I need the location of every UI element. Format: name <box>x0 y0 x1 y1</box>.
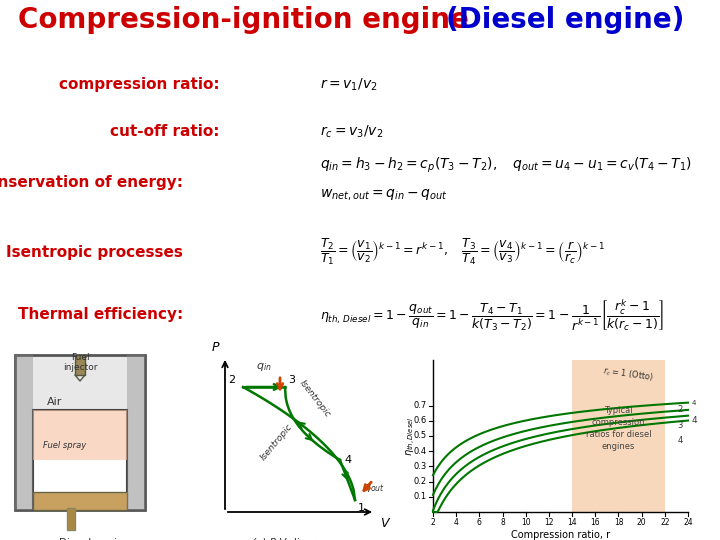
Text: (a) P V diagram: (a) P V diagram <box>251 538 333 540</box>
Text: Fuel
injector: Fuel injector <box>63 353 97 372</box>
Text: (Diesel engine): (Diesel engine) <box>446 6 685 34</box>
Text: 12: 12 <box>544 518 554 527</box>
Text: Isentropic: Isentropic <box>259 422 294 462</box>
Text: 0.2: 0.2 <box>414 477 427 486</box>
Text: 0.7: 0.7 <box>414 401 427 410</box>
Text: 0.5: 0.5 <box>414 431 427 441</box>
Text: cut-off ratio:: cut-off ratio: <box>110 125 220 139</box>
Text: $q_{out}$: $q_{out}$ <box>363 482 385 494</box>
Text: Compression-ignition engine: Compression-ignition engine <box>18 6 479 34</box>
Bar <box>33 410 127 460</box>
Text: 4: 4 <box>344 455 351 465</box>
Text: V: V <box>380 517 389 530</box>
Text: $q_{in}=h_3-h_2=c_p(T_3-T_2),\quad q_{out}=u_4-u_1=c_v(T_4-T_1)$: $q_{in}=h_3-h_2=c_p(T_3-T_2),\quad q_{ou… <box>320 156 692 174</box>
Text: 22: 22 <box>660 518 670 527</box>
Text: Typical
compression
ratios for diesel
engines: Typical compression ratios for diesel en… <box>585 406 652 450</box>
Text: $w_{net,out}=q_{in}-q_{out}$: $w_{net,out}=q_{in}-q_{out}$ <box>320 187 448 202</box>
Text: 2: 2 <box>228 375 235 385</box>
Text: 8: 8 <box>500 518 505 527</box>
Bar <box>15 355 33 510</box>
Text: $r=v_1/v_2$: $r=v_1/v_2$ <box>320 77 377 93</box>
Text: 0.1: 0.1 <box>414 492 427 501</box>
Bar <box>572 360 665 512</box>
Text: 2: 2 <box>431 518 436 527</box>
Text: 0.6: 0.6 <box>414 416 427 426</box>
Bar <box>75 355 85 375</box>
Text: $r_c=v_3/v_2$: $r_c=v_3/v_2$ <box>320 124 383 140</box>
Text: $\eta_{th,Diesel}$: $\eta_{th,Diesel}$ <box>405 416 418 456</box>
Text: 0.4: 0.4 <box>414 447 427 456</box>
Text: $r_c=1$ (Otto): $r_c=1$ (Otto) <box>603 364 654 384</box>
Text: $\dfrac{T_2}{T_1}=\left(\dfrac{v_1}{v_2}\right)^{k-1}=r^{k-1},\quad\dfrac{T_3}{T: $\dfrac{T_2}{T_1}=\left(\dfrac{v_1}{v_2}… <box>320 237 606 267</box>
Text: Diesel engine: Diesel engine <box>60 538 130 540</box>
Bar <box>33 492 127 510</box>
Text: 0.3: 0.3 <box>414 462 427 471</box>
Text: Air: Air <box>48 397 63 407</box>
Text: 1: 1 <box>358 503 365 513</box>
Text: Compression ratio, r: Compression ratio, r <box>511 530 610 540</box>
Text: 18: 18 <box>613 518 624 527</box>
Text: Conservation of energy:: Conservation of energy: <box>0 174 183 190</box>
Text: 20: 20 <box>636 518 647 527</box>
Text: 3: 3 <box>678 421 683 430</box>
Text: Fuel spray: Fuel spray <box>43 441 86 449</box>
Text: 3: 3 <box>288 375 295 385</box>
Text: 14: 14 <box>567 518 577 527</box>
Text: 4: 4 <box>678 436 683 445</box>
Text: Isentropic: Isentropic <box>297 379 333 419</box>
Text: Thermal efficiency:: Thermal efficiency: <box>18 307 183 322</box>
Bar <box>15 355 145 510</box>
Text: 6: 6 <box>477 518 482 527</box>
Text: 4: 4 <box>454 518 459 527</box>
Bar <box>67 508 75 530</box>
Text: 24: 24 <box>683 518 693 527</box>
Bar <box>127 355 145 510</box>
Text: 10: 10 <box>521 518 531 527</box>
Text: Isentropic processes: Isentropic processes <box>6 245 183 260</box>
Text: 16: 16 <box>590 518 600 527</box>
Bar <box>33 410 127 510</box>
Text: 4: 4 <box>692 416 698 425</box>
Text: P: P <box>211 341 219 354</box>
Text: 2: 2 <box>678 406 683 414</box>
Text: $\eta_{th,\,Diesel}=1-\dfrac{q_{out}}{q_{in}}=1-\dfrac{T_4-T_1}{k(T_3-T_2)}=1-\d: $\eta_{th,\,Diesel}=1-\dfrac{q_{out}}{q_… <box>320 298 664 333</box>
Text: $q_{in}$: $q_{in}$ <box>256 361 272 373</box>
Text: compression ratio:: compression ratio: <box>59 78 220 92</box>
Text: 4: 4 <box>692 400 696 406</box>
